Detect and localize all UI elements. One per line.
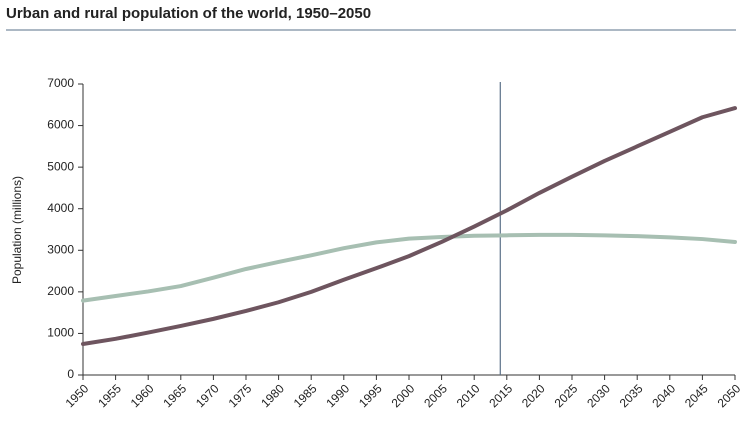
y-tick-label: 6000 (47, 118, 74, 132)
x-tick-label: 1995 (356, 381, 385, 410)
x-tick-label: 2030 (584, 381, 613, 410)
x-tick-label: 1985 (291, 381, 320, 410)
x-tick-label: 2010 (454, 381, 483, 410)
y-tick-label: 3000 (47, 242, 74, 256)
x-tick-label: 2025 (552, 381, 581, 410)
y-tick-label: 4000 (47, 201, 74, 215)
y-tick-label: 2000 (47, 284, 74, 298)
y-tick-label: 7000 (47, 76, 74, 90)
chart-title: Urban and rural population of the world,… (6, 5, 371, 22)
x-tick-label: 2035 (617, 381, 646, 410)
x-tick-label: 2005 (421, 381, 450, 410)
x-tick-label: 1990 (323, 381, 352, 410)
x-tick-label: 2000 (389, 381, 418, 410)
series-line (81, 232, 737, 303)
x-tick-label: 2050 (715, 381, 744, 410)
x-tick-label: 1970 (193, 381, 222, 410)
x-tick-label: 1960 (128, 381, 157, 410)
x-tick-label: 1980 (258, 381, 287, 410)
x-tick-label: 2020 (519, 381, 548, 410)
series-line (81, 106, 737, 346)
x-tick-label: 1975 (226, 381, 255, 410)
y-tick-label: 1000 (47, 326, 74, 340)
y-tick-label: 0 (67, 367, 74, 381)
x-tick-label: 1950 (63, 381, 92, 410)
y-tick-label: 5000 (47, 159, 74, 173)
x-tick-label: 2015 (486, 381, 515, 410)
x-tick-label: 1965 (160, 381, 189, 410)
x-tick-label: 1955 (95, 381, 124, 410)
y-axis-label: Population (millions) (10, 176, 24, 284)
x-tick-label: 2045 (682, 381, 711, 410)
x-tick-label: 2040 (649, 381, 678, 410)
